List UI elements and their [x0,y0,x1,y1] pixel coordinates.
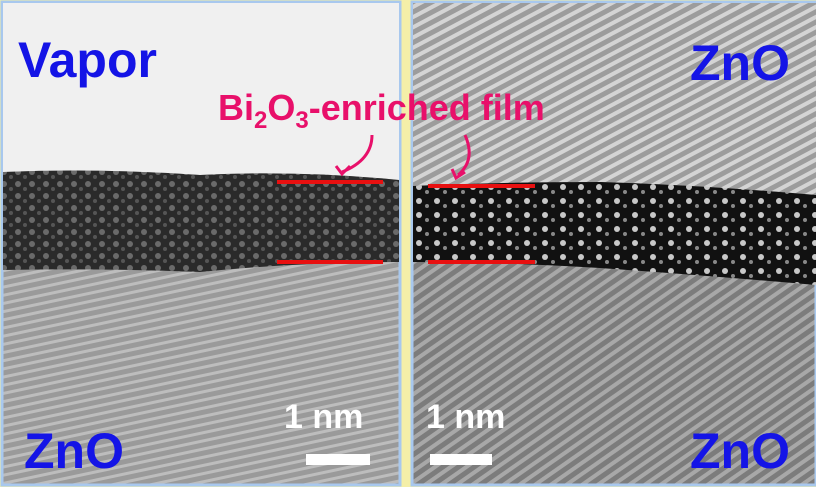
film-label-part: -enriched film [309,87,545,128]
vapor-label: Vapor [18,32,157,88]
film-label-subscript: 3 [295,107,308,134]
scale-bar-label: 1 nm [426,398,505,436]
page: Vapor ZnO ZnO ZnO Bi2O3-enriched film 1 … [0,0,816,487]
film-label-subscript: 2 [254,107,267,134]
zno-label: ZnO [690,35,790,91]
film-label-part: Bi [218,87,254,128]
scale-bar [430,454,492,465]
zno-label: ZnO [24,423,124,479]
film-label-part: O [267,87,295,128]
figure: Vapor ZnO ZnO ZnO Bi2O3-enriched film 1 … [0,0,816,487]
film-label: Bi2O3-enriched film [218,87,545,134]
scale-bar-label: 1 nm [284,398,363,436]
scale-bar [306,454,370,465]
zno-label: ZnO [690,423,790,479]
